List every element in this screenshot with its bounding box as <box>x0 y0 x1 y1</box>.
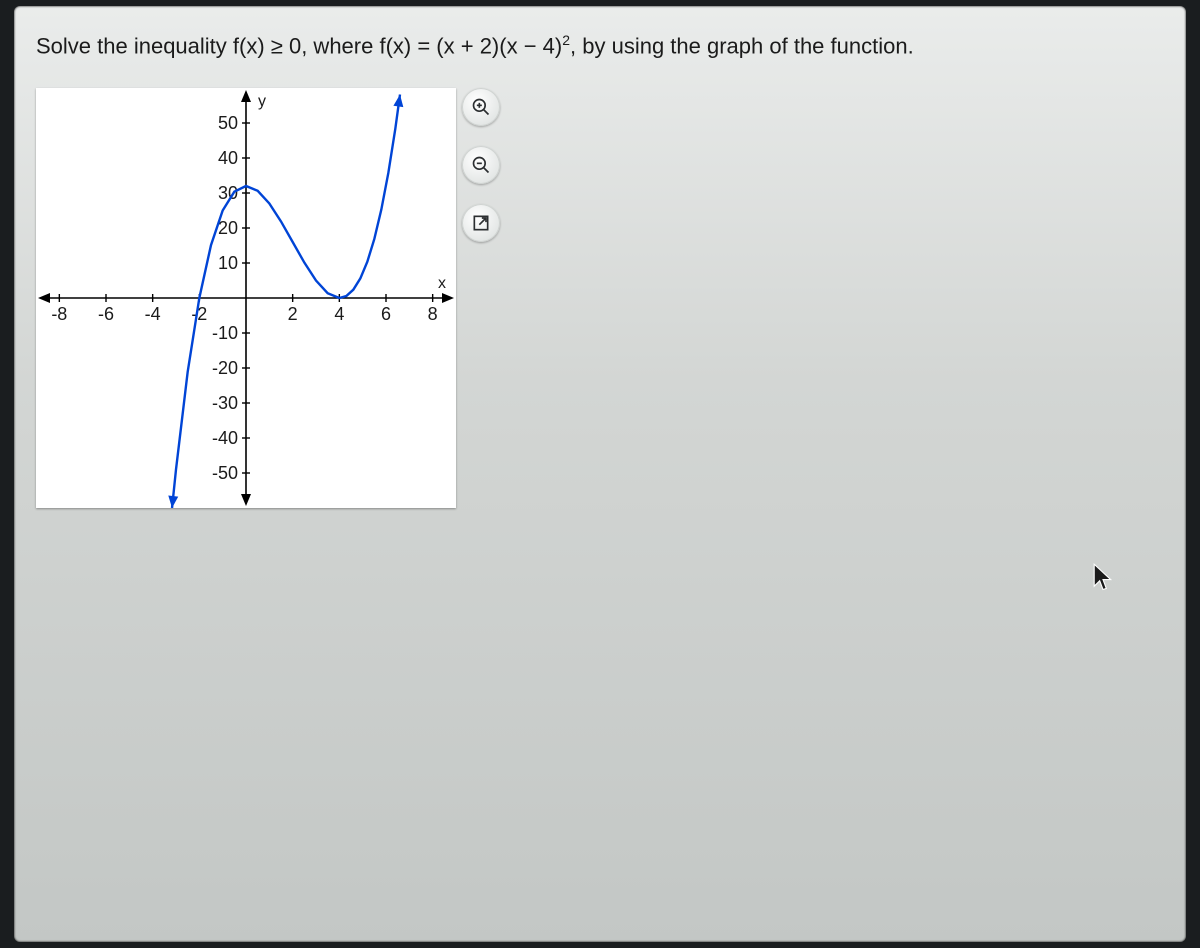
svg-text:-6: -6 <box>98 304 114 324</box>
svg-text:4: 4 <box>334 304 344 324</box>
svg-text:-10: -10 <box>212 323 238 343</box>
question-suffix: , by using the graph of the function. <box>570 33 914 58</box>
svg-text:-40: -40 <box>212 428 238 448</box>
question-prefix: Solve the inequality f(x) ≥ 0, where f(x… <box>36 33 562 58</box>
svg-text:10: 10 <box>218 253 238 273</box>
svg-text:40: 40 <box>218 148 238 168</box>
svg-text:20: 20 <box>218 218 238 238</box>
svg-text:50: 50 <box>218 113 238 133</box>
zoom-out-button[interactable] <box>462 146 500 184</box>
content-panel: Solve the inequality f(x) ≥ 0, where f(x… <box>14 6 1186 942</box>
svg-text:-4: -4 <box>145 304 161 324</box>
svg-text:6: 6 <box>381 304 391 324</box>
svg-text:-30: -30 <box>212 393 238 413</box>
question-text: Solve the inequality f(x) ≥ 0, where f(x… <box>36 32 914 59</box>
svg-text:y: y <box>258 93 266 110</box>
svg-text:-20: -20 <box>212 358 238 378</box>
svg-text:-2: -2 <box>191 304 207 324</box>
zoom-out-icon <box>471 155 491 175</box>
question-exponent: 2 <box>562 32 570 48</box>
zoom-in-icon <box>471 97 491 117</box>
svg-text:2: 2 <box>288 304 298 324</box>
svg-text:-50: -50 <box>212 463 238 483</box>
popout-button[interactable] <box>462 204 500 242</box>
svg-text:-8: -8 <box>51 304 67 324</box>
zoom-in-button[interactable] <box>462 88 500 126</box>
function-graph: yx-8-6-4-224685040302010-10-20-30-40-50 <box>36 88 456 508</box>
graph-toolbar <box>462 88 512 262</box>
popout-icon <box>471 213 491 233</box>
svg-text:x: x <box>438 275 446 292</box>
svg-text:8: 8 <box>428 304 438 324</box>
